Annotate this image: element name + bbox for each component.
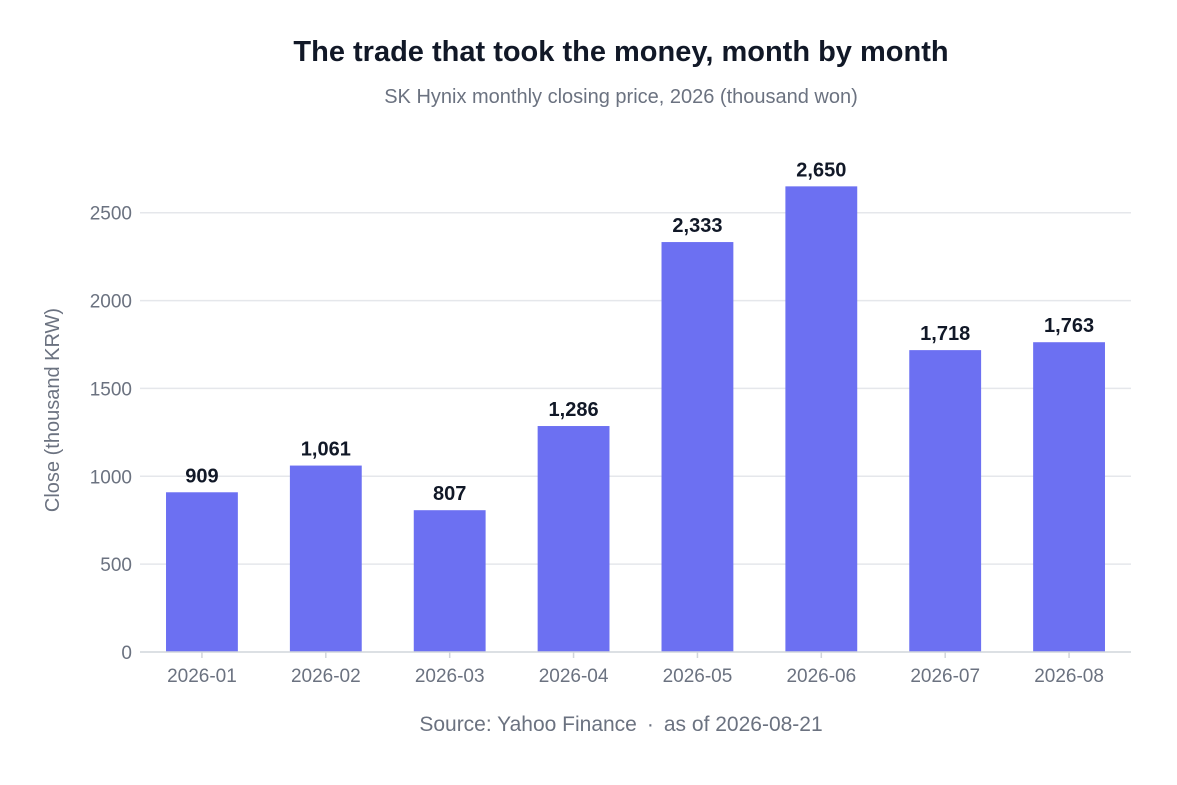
chart-footer: Source: Yahoo Finance · as of 2026-08-21 (0, 713, 1177, 737)
y-tick-label: 500 (100, 555, 132, 576)
x-tick-label: 2026-01 (167, 666, 237, 687)
x-tick-label: 2026-04 (539, 666, 609, 687)
x-tick-label: 2026-05 (663, 666, 733, 687)
x-tick-label: 2026-03 (415, 666, 485, 687)
y-tick-label: 1000 (90, 467, 132, 488)
y-tick-label: 0 (121, 643, 132, 664)
bar-value-label: 1,718 (920, 323, 970, 345)
x-tick-label: 2026-02 (291, 666, 361, 687)
bar-value-label: 909 (185, 465, 218, 487)
bar (166, 492, 238, 652)
bar-value-label: 1,763 (1044, 315, 1094, 337)
y-tick-label: 1500 (90, 379, 132, 400)
bar-chart: 0 500 1000 1500 2000 2500 909 2026-01 1,061 2026-… (42, 159, 1131, 687)
y-tick-label: 2500 (90, 204, 132, 225)
bar (661, 242, 734, 652)
bar-value-label: 2,333 (672, 215, 722, 237)
x-tick-label: 2026-06 (786, 666, 856, 687)
bar (413, 510, 486, 652)
y-axis-title: Close (thousand KRW) (42, 308, 64, 512)
y-tick-label: 2000 (90, 292, 132, 313)
x-tick-label: 2026-07 (910, 666, 980, 687)
bar-value-label: 1,286 (549, 399, 599, 421)
bar-value-label: 807 (433, 483, 466, 505)
bar (289, 465, 362, 652)
source-note: Source: Yahoo Finance (419, 713, 637, 736)
bar (1033, 342, 1105, 652)
footer-separator: · (646, 713, 654, 736)
chart-subtitle: SK Hynix monthly closing price, 2026 (th… (384, 86, 858, 108)
bar (537, 426, 610, 652)
bar (909, 350, 982, 652)
bar-value-label: 1,061 (301, 439, 351, 461)
as-of-date: as of 2026-08-21 (663, 713, 823, 736)
chart-title: The trade that took the money, month by … (293, 36, 949, 68)
x-tick-label: 2026-08 (1034, 666, 1104, 687)
bar (785, 186, 858, 652)
bar-value-label: 2,650 (796, 159, 846, 181)
